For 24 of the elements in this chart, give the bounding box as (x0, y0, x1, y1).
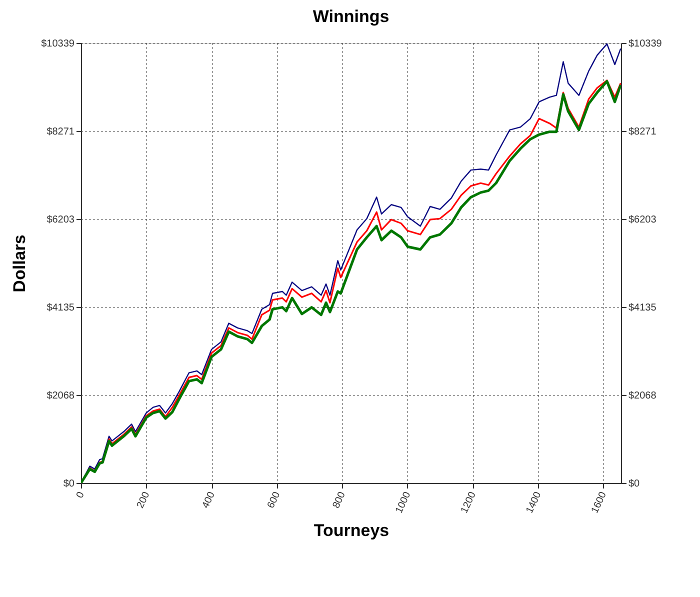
y-tick-label: $2068 (46, 390, 75, 402)
x-tick-label: 600 (266, 490, 283, 510)
x-tick-label: 1400 (524, 490, 544, 516)
x-tick-label: 400 (200, 490, 218, 510)
x-tick-label: 200 (135, 490, 152, 510)
y-tick-label: $10339 (41, 38, 75, 50)
y2-tick-label: $4135 (628, 302, 657, 314)
x-tick-label: 0 (74, 490, 88, 500)
y2-tick-label: $8271 (628, 126, 657, 138)
y-tick-label: $0 (63, 478, 75, 490)
x-tick-label: 1000 (394, 490, 414, 516)
y2-tick-label: $2068 (628, 390, 657, 402)
y-axis-title: Dollars (10, 234, 30, 292)
y2-tick-label: $0 (628, 478, 640, 490)
x-tick-label: 1200 (459, 490, 479, 516)
y-tick-label: $6203 (46, 214, 75, 226)
y2-tick-label: $10339 (628, 38, 662, 50)
x-tick-label: 800 (330, 490, 348, 510)
y2-tick-label: $6203 (628, 214, 657, 226)
chart-title: Winnings (312, 7, 390, 26)
y-tick-label: $4135 (46, 302, 75, 314)
x-axis-title: Tourneys (314, 520, 390, 540)
x-tick-label: 1600 (590, 490, 610, 516)
y-tick-label: $8271 (46, 126, 75, 138)
